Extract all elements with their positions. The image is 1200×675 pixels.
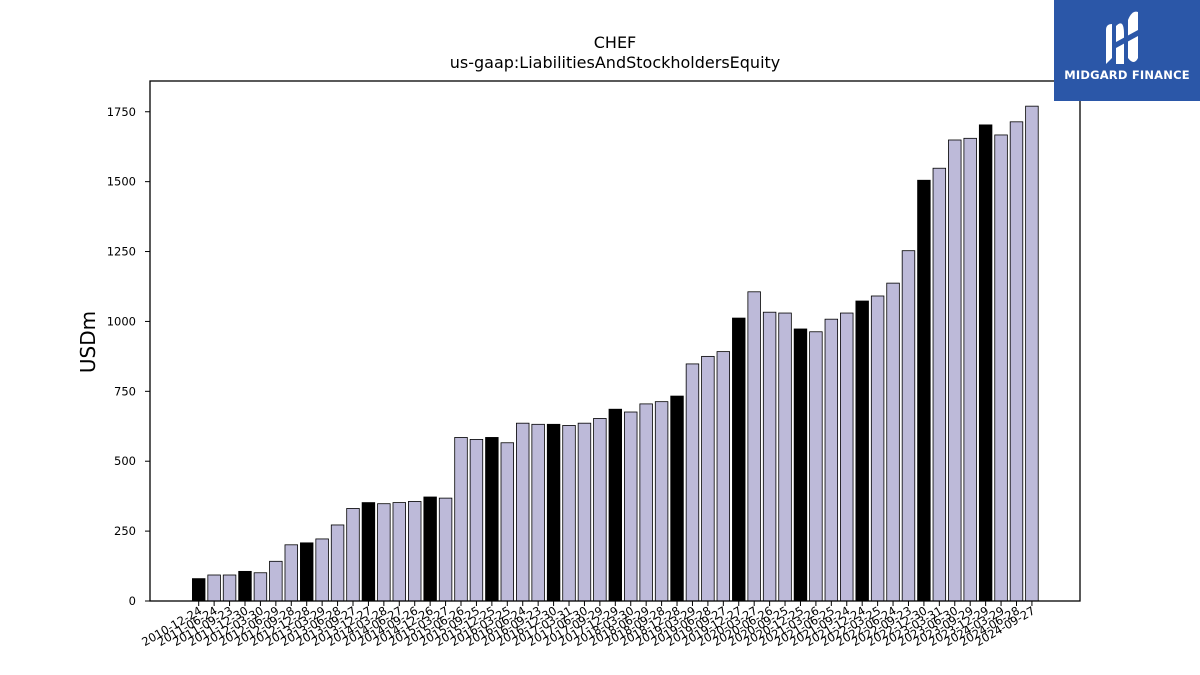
bar (824, 318, 839, 602)
chart-subtitle: us-gaap:LiabilitiesAndStockholdersEquity (450, 53, 781, 72)
bar (269, 560, 283, 602)
bar (562, 425, 576, 602)
chart-title: CHEF (594, 33, 637, 52)
bar (778, 312, 792, 602)
y-tick-label: 750 (114, 384, 136, 398)
bar (408, 501, 422, 602)
bar (500, 442, 515, 602)
bar (238, 570, 252, 602)
x-axis: 2010-12-242011-06-242011-09-232011-12-30… (139, 601, 1037, 649)
bar (593, 418, 607, 602)
y-axis-label: USDm (76, 311, 100, 373)
bar (685, 363, 700, 602)
y-tick-label: 1250 (107, 245, 136, 259)
bar (469, 439, 484, 602)
bar (300, 542, 314, 602)
bar (994, 134, 1008, 602)
y-tick-label: 250 (114, 524, 136, 538)
y-axis: 0 250 500 750 1000 1250 1500 1750 (107, 105, 150, 608)
bar (361, 502, 376, 602)
bar (793, 328, 808, 602)
bar (624, 411, 638, 602)
midgard-finance-logo: MIDGARD FINANCE (1054, 0, 1200, 101)
bar (516, 422, 530, 602)
bar (438, 497, 453, 602)
bar (762, 311, 777, 602)
bar (392, 502, 406, 602)
bars-group (191, 105, 1039, 602)
bar (639, 403, 653, 602)
bar (330, 524, 345, 602)
bar (1009, 121, 1024, 602)
bar (963, 137, 977, 602)
bar (917, 179, 931, 602)
bar (870, 295, 885, 602)
bar (222, 574, 237, 602)
y-tick-label: 1500 (107, 175, 136, 189)
bar (732, 317, 746, 602)
plot-frame (149, 80, 1081, 602)
bar (485, 437, 499, 602)
y-tick-label: 1750 (107, 105, 136, 119)
bar (253, 572, 268, 602)
bar (346, 508, 360, 602)
bar (747, 291, 761, 602)
bar (377, 503, 391, 602)
bar (454, 437, 468, 602)
y-tick-label: 1000 (107, 314, 136, 328)
bar (932, 167, 947, 602)
bar (978, 124, 993, 602)
bar (284, 544, 298, 602)
bar (608, 408, 623, 602)
bar (809, 331, 823, 602)
bar (315, 538, 329, 602)
bar (670, 395, 684, 602)
bar (716, 351, 731, 602)
bar (855, 300, 869, 602)
bar (191, 578, 206, 602)
bar (948, 139, 962, 602)
y-tick-label: 500 (114, 454, 136, 468)
bar (423, 496, 437, 602)
bar (577, 422, 592, 602)
y-tick-label: 0 (129, 594, 136, 608)
logo-mark-icon (1106, 11, 1138, 64)
bar (840, 312, 854, 602)
logo-text: MIDGARD FINANCE (1064, 68, 1190, 82)
bar (531, 423, 545, 602)
bar (1025, 105, 1039, 602)
bar (701, 355, 715, 602)
bar (546, 423, 561, 602)
bar (654, 401, 669, 602)
bar (207, 574, 221, 602)
bar (901, 250, 916, 602)
bar (886, 282, 900, 602)
